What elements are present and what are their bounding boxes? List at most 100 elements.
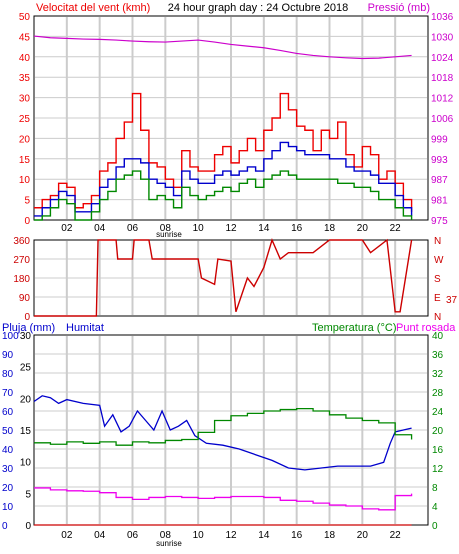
hour-tick-label: 02 bbox=[61, 223, 73, 234]
temperature-axis-tick: 8 bbox=[432, 483, 438, 494]
direction-compass-tick: S bbox=[434, 274, 441, 285]
temperature-axis-tick: 4 bbox=[432, 502, 438, 513]
hour-tick-label: 20 bbox=[357, 530, 369, 541]
pressure-axis-tick: 1018 bbox=[431, 73, 454, 84]
temperature-axis-tick: 36 bbox=[432, 350, 444, 361]
hour-tick-label: 08 bbox=[160, 223, 172, 234]
rain-axis-tick: 30 bbox=[20, 331, 32, 342]
pressure-axis-tick: 981 bbox=[431, 196, 448, 207]
direction-compass-tick: N bbox=[434, 312, 441, 323]
humidity-axis-tick: 90 bbox=[2, 350, 14, 361]
direction-degree-tick: 90 bbox=[19, 293, 31, 304]
direction-degree-tick: 180 bbox=[13, 274, 30, 285]
hour-tick-label: 18 bbox=[324, 223, 336, 234]
hour-tick-label: 14 bbox=[258, 223, 270, 234]
humidity-axis-tick: 10 bbox=[2, 502, 14, 513]
humidity-axis-tick: 50 bbox=[2, 426, 14, 437]
rain-axis-tick: 10 bbox=[20, 458, 32, 469]
rain-label: Pluja (mm) bbox=[2, 322, 55, 334]
hour-tick-label: 20 bbox=[357, 223, 369, 234]
sunrise-label-bottom: sunrise bbox=[156, 539, 182, 548]
direction-compass-tick: N bbox=[434, 236, 441, 247]
temperature-axis-tick: 16 bbox=[432, 445, 444, 456]
hour-tick-label: 16 bbox=[291, 530, 303, 541]
pressure-axis-tick: 987 bbox=[431, 175, 448, 186]
humidity-axis-tick: 80 bbox=[2, 369, 14, 380]
wind-axis-tick: 25 bbox=[19, 114, 31, 125]
direction-compass-tick: E bbox=[434, 293, 441, 304]
direction-degree-tick: 270 bbox=[13, 255, 30, 266]
rain-axis-tick: 0 bbox=[25, 521, 31, 532]
pressure-axis-tick: 1012 bbox=[431, 94, 454, 105]
humidity-axis-tick: 30 bbox=[2, 464, 14, 475]
wind-series-line bbox=[34, 170, 413, 221]
temperature-axis-tick: 28 bbox=[432, 388, 444, 399]
wind-speed-label: Velocitat del vent (kmh) bbox=[36, 2, 150, 14]
rain-axis-tick: 15 bbox=[20, 426, 32, 437]
pressure-axis-tick: 975 bbox=[431, 216, 448, 227]
humidity-axis-tick: 100 bbox=[2, 331, 19, 342]
wind-axis-tick: 15 bbox=[19, 155, 31, 166]
sunrise-label-top: sunrise bbox=[156, 230, 182, 239]
wind-axis-tick: 40 bbox=[19, 53, 31, 64]
lower-series-line bbox=[34, 407, 413, 446]
wind-axis-tick: 5 bbox=[24, 196, 30, 207]
wind-axis-tick: 45 bbox=[19, 32, 31, 43]
hour-tick-label: 10 bbox=[193, 223, 205, 234]
dewpoint-label: Punt rosada bbox=[396, 322, 456, 334]
hour-tick-label: 10 bbox=[193, 530, 205, 541]
wind-axis-tick: 0 bbox=[24, 216, 30, 227]
hour-tick-label: 08 bbox=[160, 530, 172, 541]
temperature-axis-tick: 20 bbox=[432, 426, 444, 437]
direction-degree-tick: 0 bbox=[24, 312, 30, 323]
temperature-axis-tick: 0 bbox=[432, 521, 438, 532]
hour-tick-label: 12 bbox=[225, 223, 237, 234]
hour-tick-label: 06 bbox=[127, 223, 139, 234]
pressure-axis-tick: 999 bbox=[431, 134, 448, 145]
wind-axis-tick: 10 bbox=[19, 175, 31, 186]
wind-series-line bbox=[33, 35, 412, 60]
hour-tick-label: 18 bbox=[324, 530, 336, 541]
rain-axis-tick: 5 bbox=[25, 489, 31, 500]
wind-axis-tick: 35 bbox=[19, 73, 31, 84]
temperature-axis-tick: 24 bbox=[432, 407, 444, 418]
wind-axis-tick: 30 bbox=[19, 94, 31, 105]
hour-tick-label: 06 bbox=[127, 530, 139, 541]
hour-tick-label: 04 bbox=[94, 223, 106, 234]
humidity-axis-tick: 20 bbox=[2, 483, 14, 494]
wind-axis-tick: 20 bbox=[19, 134, 31, 145]
hour-tick-label: 14 bbox=[258, 530, 270, 541]
hour-tick-label: 04 bbox=[94, 530, 106, 541]
direction-current-value: 37 bbox=[446, 295, 458, 306]
temperature-label: Temperatura (°C) bbox=[312, 322, 396, 334]
wind-axis-tick: 50 bbox=[19, 12, 31, 23]
hour-tick-label: 02 bbox=[61, 530, 73, 541]
temperature-axis-tick: 40 bbox=[432, 331, 444, 342]
hour-tick-label: 22 bbox=[390, 223, 402, 234]
humidity-axis-tick: 40 bbox=[2, 445, 14, 456]
humidity-axis-tick: 70 bbox=[2, 388, 14, 399]
hour-tick-label: 16 bbox=[291, 223, 303, 234]
rain-axis-tick: 20 bbox=[20, 394, 32, 405]
pressure-axis-tick: 1024 bbox=[431, 53, 454, 64]
hour-tick-label: 12 bbox=[225, 530, 237, 541]
hour-tick-label: 22 bbox=[390, 530, 402, 541]
temperature-axis-tick: 12 bbox=[432, 464, 444, 475]
pressure-axis-tick: 1036 bbox=[431, 12, 454, 23]
humidity-label: Humitat bbox=[66, 322, 104, 334]
direction-series-line bbox=[34, 237, 413, 317]
lower-series-line bbox=[33, 395, 412, 471]
direction-degree-tick: 360 bbox=[13, 236, 30, 247]
humidity-axis-tick: 60 bbox=[2, 407, 14, 418]
humidity-axis-tick: 0 bbox=[2, 521, 8, 532]
temperature-axis-tick: 32 bbox=[432, 369, 444, 380]
lower-series-line bbox=[34, 487, 413, 511]
direction-compass-tick: W bbox=[434, 255, 444, 266]
pressure-axis-tick: 1030 bbox=[431, 32, 454, 43]
pressure-axis-tick: 993 bbox=[431, 155, 448, 166]
pressure-axis-tick: 1006 bbox=[431, 114, 454, 125]
rain-axis-tick: 25 bbox=[20, 363, 32, 374]
pressure-label: Pressió (mb) bbox=[368, 2, 430, 14]
graph-title: 24 hour graph day : 24 Octubre 2018 bbox=[168, 2, 348, 14]
